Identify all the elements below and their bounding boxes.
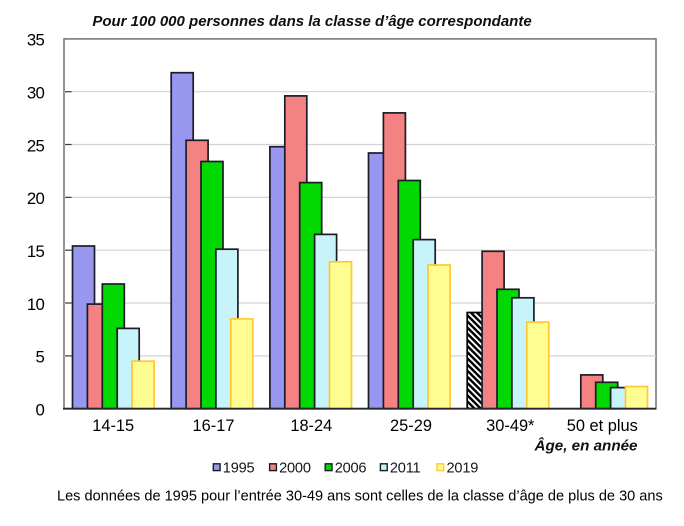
svg-text:10: 10 bbox=[27, 295, 45, 314]
svg-text:1995: 1995 bbox=[223, 461, 255, 477]
svg-text:30-49*: 30-49* bbox=[486, 417, 535, 435]
svg-text:0: 0 bbox=[35, 401, 44, 420]
svg-text:20: 20 bbox=[27, 189, 45, 208]
svg-text:Les données de 1995 pour l’ent: Les données de 1995 pour l’entrée 30-49 … bbox=[57, 489, 663, 505]
svg-text:50 et plus: 50 et plus bbox=[567, 417, 638, 435]
svg-text:15: 15 bbox=[27, 242, 45, 261]
svg-text:Âge, en année: Âge, en année bbox=[534, 437, 639, 455]
svg-text:25-29: 25-29 bbox=[390, 417, 432, 435]
svg-text:18-24: 18-24 bbox=[290, 417, 332, 435]
svg-text:14-15: 14-15 bbox=[92, 417, 134, 435]
svg-text:2011: 2011 bbox=[390, 461, 421, 477]
svg-text:5: 5 bbox=[35, 348, 44, 367]
svg-text:16-17: 16-17 bbox=[193, 417, 235, 435]
svg-text:Pour 100 000 personnes dans la: Pour 100 000 personnes dans la classe d’… bbox=[92, 13, 531, 30]
svg-text:35: 35 bbox=[27, 31, 45, 50]
svg-text:2019: 2019 bbox=[447, 461, 479, 477]
svg-text:30: 30 bbox=[27, 84, 45, 103]
svg-text:25: 25 bbox=[27, 136, 45, 155]
svg-text:2006: 2006 bbox=[335, 461, 367, 477]
svg-text:2000: 2000 bbox=[279, 461, 311, 477]
